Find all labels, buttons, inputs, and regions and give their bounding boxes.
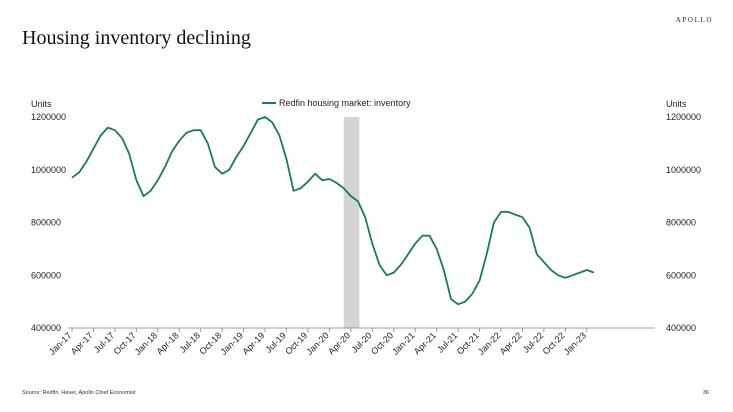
x-tick-label: Apr-19	[240, 330, 266, 356]
y-tick-label-left: 1200000	[31, 112, 66, 122]
x-tick-label: Jan-18	[133, 330, 160, 357]
x-tick-label: Apr-20	[326, 330, 352, 356]
y-tick-label-right: 800000	[666, 218, 696, 228]
x-tick-label: Jan-20	[304, 330, 331, 357]
y-axis-label-right: Units	[666, 99, 687, 109]
y-tick-label-left: 800000	[31, 218, 61, 228]
x-tick-label: Jan-17	[47, 330, 74, 357]
apollo-logo: APOLLO	[675, 16, 713, 24]
x-tick-label: Apr-18	[154, 330, 180, 356]
x-tick-label: Jan-19	[218, 330, 245, 357]
x-tick-label: Oct-18	[197, 330, 223, 356]
y-tick-label-left: 400000	[31, 323, 61, 333]
x-tick-label: Oct-19	[283, 330, 309, 356]
y-tick-label-right: 1000000	[666, 165, 701, 175]
shaded-region	[343, 117, 360, 328]
source-note: Source: Redfin, Haver, Apollo Chief Econ…	[22, 390, 136, 396]
legend-entry: Redfin housing market: inventory	[279, 98, 411, 108]
y-tick-label-left: 1000000	[31, 165, 66, 175]
x-tick-label: Oct-20	[369, 330, 395, 356]
page-title: Housing inventory declining	[22, 27, 251, 49]
x-tick-label: Apr-17	[69, 330, 95, 356]
x-tick-label: Apr-22	[498, 330, 524, 356]
series-line	[71, 116, 595, 306]
x-tick-label: Oct-22	[541, 330, 567, 356]
y-tick-label-right: 600000	[666, 270, 696, 280]
y-tick-label-left: 600000	[31, 270, 61, 280]
x-tick-label: Apr-21	[412, 330, 438, 356]
x-tick-label: Jan-22	[476, 330, 503, 357]
x-tick-label: Oct-17	[112, 330, 138, 356]
y-tick-label-right: 1200000	[666, 112, 701, 122]
x-tick-label: Jan-23	[562, 330, 589, 357]
x-tick-label: Oct-21	[455, 330, 481, 356]
y-tick-label-right: 400000	[666, 323, 696, 333]
y-axis-label-left: Units	[31, 99, 52, 109]
x-tick-label: Jan-21	[390, 330, 417, 357]
page-number: 36	[702, 390, 709, 396]
